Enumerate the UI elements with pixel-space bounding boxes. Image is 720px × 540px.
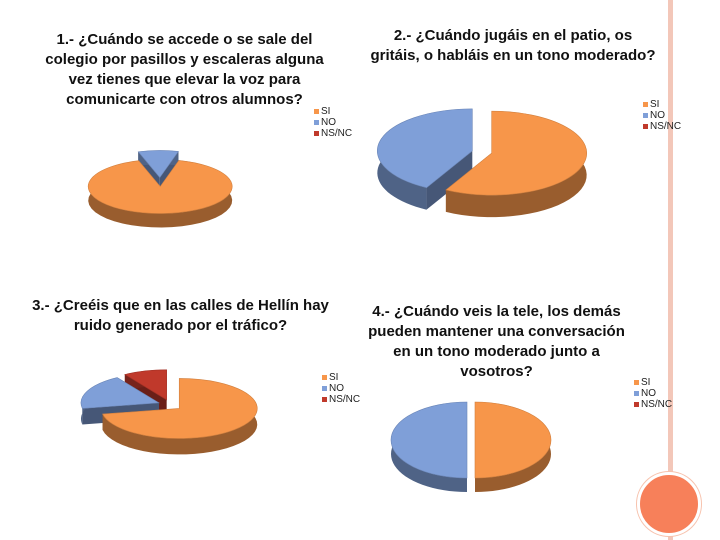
chart2-slice-si: [445, 110, 587, 218]
legend-label: SI: [329, 372, 339, 383]
chart3-slice-nsnc: [124, 369, 167, 416]
legend-label: NS/NC: [329, 394, 361, 405]
legend-label: NO: [641, 388, 656, 399]
legend-swatch: [634, 391, 639, 396]
legend-swatch: [314, 120, 319, 125]
legend-label: NO: [329, 383, 344, 394]
chart2-title: 2.- ¿Cuándo jugáis en el patio, os gritá…: [370, 27, 656, 64]
legend-swatch: [634, 380, 639, 385]
legend-label: SI: [321, 106, 331, 117]
legend-label: NO: [321, 117, 336, 128]
chart4-legend-item-nsnc: NS/NC: [634, 399, 672, 410]
legend-swatch: [322, 397, 327, 402]
chart2-slice-no: [377, 108, 473, 210]
legend-swatch: [314, 131, 319, 136]
chart2-legend-item-si: SI: [643, 99, 681, 110]
legend-label: NS/NC: [641, 399, 673, 410]
legend-label: SI: [641, 377, 651, 388]
legend-swatch: [314, 109, 319, 114]
chart3-legend: SI NO NS/NC: [322, 372, 360, 405]
chart1-title: 1.- ¿Cuándo se accede o se sale del cole…: [45, 31, 324, 108]
legend-swatch: [643, 102, 648, 107]
legend-swatch: [634, 402, 639, 407]
chart3-legend-item-no: NO: [322, 383, 360, 394]
chart4-slice-si: [474, 401, 552, 492]
chart4-legend-item-si: SI: [634, 377, 672, 388]
legend-swatch: [322, 386, 327, 391]
chart3-legend-item-si: SI: [322, 372, 360, 383]
legend-swatch: [322, 375, 327, 380]
legend-label: NS/NC: [650, 121, 682, 132]
chart1-slice-si: [87, 160, 233, 228]
legend-label: SI: [650, 99, 660, 110]
chart2-legend-item-nsnc: NS/NC: [643, 121, 681, 132]
chart1-legend-item-no: NO: [314, 117, 352, 128]
legend-label: NO: [650, 110, 665, 121]
chart4-title: 4.- ¿Cuándo veis la tele, los demás pued…: [368, 303, 625, 380]
chart1-legend-item-nsnc: NS/NC: [314, 128, 352, 139]
decorative-circle: [637, 472, 701, 536]
chart2-legend-item-no: NO: [643, 110, 681, 121]
chart1-legend: SI NO NS/NC: [314, 106, 352, 139]
chart4-slice-no: [390, 401, 468, 492]
chart3-legend-item-nsnc: NS/NC: [322, 394, 360, 405]
chart1-legend-item-si: SI: [314, 106, 352, 117]
legend-label: NS/NC: [321, 128, 353, 139]
chart4-legend-item-no: NO: [634, 388, 672, 399]
legend-swatch: [643, 124, 648, 129]
chart3-title: 3.- ¿Creéis que en las calles de Hellín …: [32, 297, 329, 334]
chart3-slice-si: [102, 378, 258, 455]
chart2-legend: SI NO NS/NC: [643, 99, 681, 132]
chart4-legend: SI NO NS/NC: [634, 377, 672, 410]
slide-frame-right: [668, 0, 673, 540]
legend-swatch: [643, 113, 648, 118]
